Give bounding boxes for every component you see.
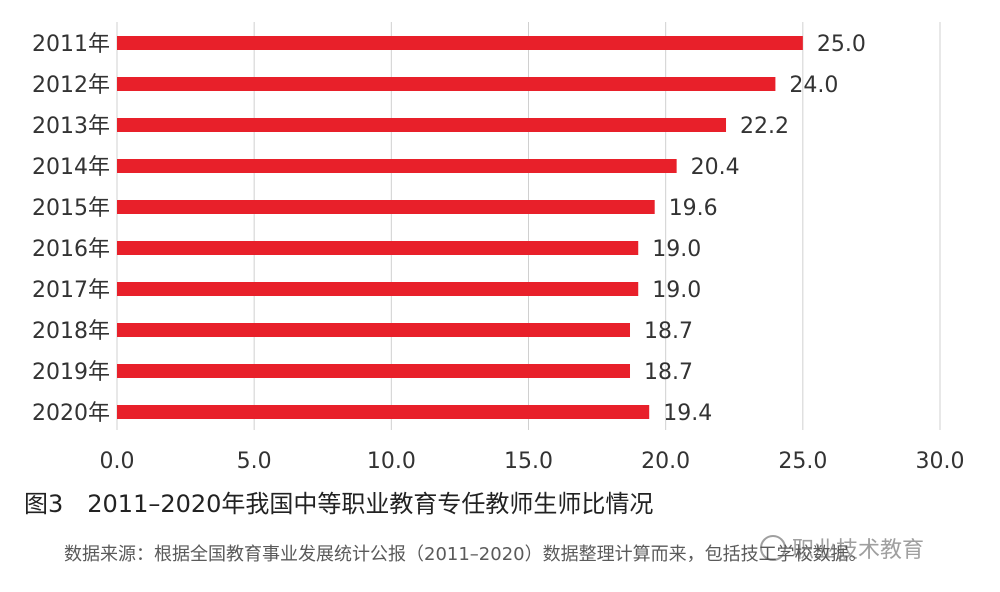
data-label: 18.7 xyxy=(644,319,693,344)
data-label: 24.0 xyxy=(789,73,838,98)
bar xyxy=(117,282,639,296)
bar xyxy=(117,36,803,50)
data-label: 19.6 xyxy=(669,196,718,221)
bar xyxy=(117,159,677,173)
bar xyxy=(117,118,727,132)
bar xyxy=(117,323,631,337)
bar xyxy=(117,405,650,419)
bar xyxy=(117,77,776,91)
watermark-logo-icon xyxy=(760,535,786,561)
x-tick-label: 20.0 xyxy=(641,449,690,474)
category-label: 2012年 xyxy=(32,73,110,98)
category-label: 2014年 xyxy=(32,155,110,180)
x-tick-label: 30.0 xyxy=(916,449,965,474)
category-label: 2013年 xyxy=(32,114,110,139)
data-label: 25.0 xyxy=(817,32,866,57)
data-label: 19.0 xyxy=(652,278,701,303)
data-label: 22.2 xyxy=(740,114,789,139)
figure-caption: 图3 2011–2020年我国中等职业教育专任教师生师比情况 xyxy=(24,490,654,518)
bar xyxy=(117,364,631,378)
x-tick-label: 0.0 xyxy=(100,449,135,474)
x-tick-label: 25.0 xyxy=(778,449,827,474)
watermark-text: 职业技术教育 xyxy=(792,538,925,563)
category-label: 2019年 xyxy=(32,360,110,385)
category-label: 2020年 xyxy=(32,401,110,426)
category-label: 2018年 xyxy=(32,319,110,344)
category-label: 2011年 xyxy=(32,32,110,57)
category-label: 2016年 xyxy=(32,237,110,262)
bar xyxy=(117,200,655,214)
data-label: 20.4 xyxy=(691,155,740,180)
x-tick-label: 15.0 xyxy=(504,449,553,474)
x-tick-label: 5.0 xyxy=(237,449,272,474)
bar-chart: 0.0 5.0 10.0 15.0 20.0 25.0 30.0 2011年 25.0 2012年… xyxy=(32,22,965,474)
category-label: 2015年 xyxy=(32,196,110,221)
data-label: 18.7 xyxy=(644,360,693,385)
data-label: 19.4 xyxy=(663,401,712,426)
watermark: 职业技术教育 xyxy=(760,532,924,564)
source-note: 数据来源：根据全国教育事业发展统计公报（2011–2020）数据整理计算而来，包… xyxy=(64,544,867,565)
x-tick-label: 10.0 xyxy=(367,449,416,474)
data-label: 19.0 xyxy=(652,237,701,262)
category-label: 2017年 xyxy=(32,278,110,303)
bar xyxy=(117,241,639,255)
